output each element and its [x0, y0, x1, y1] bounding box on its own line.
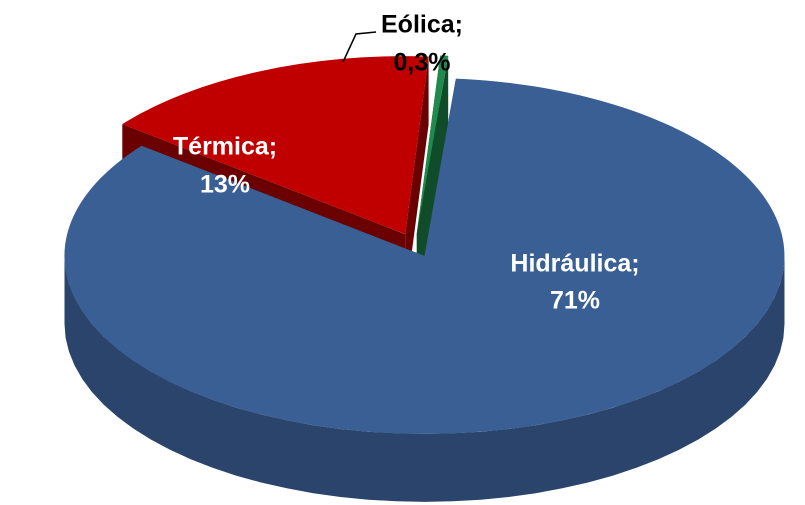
- data-label-value: 13%: [200, 171, 250, 199]
- data-label-value: 0,3%: [394, 49, 451, 77]
- slice-side: [64, 255, 785, 502]
- leader-line: [342, 31, 377, 63]
- slice: [122, 56, 429, 235]
- data-label-name: Hidráulica;: [510, 250, 639, 278]
- slice: [416, 55, 449, 234]
- slice: [64, 78, 785, 434]
- data-label-value: 71%: [550, 287, 600, 315]
- data-label-name: Eólica;: [381, 11, 463, 39]
- slice-cut-face: [405, 56, 429, 303]
- data-label-name: Térmica;: [173, 133, 277, 161]
- slice-cut-face: [416, 55, 449, 302]
